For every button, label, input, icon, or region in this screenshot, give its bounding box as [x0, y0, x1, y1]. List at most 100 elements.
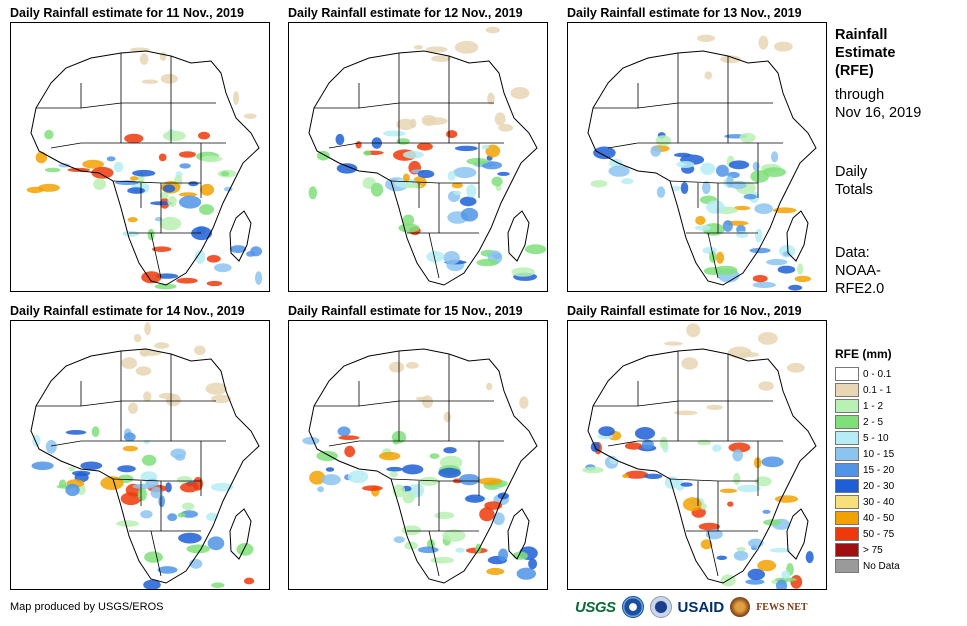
rainfall-cell [344, 445, 356, 458]
legend-swatch [835, 559, 859, 573]
rainfall-cell [206, 512, 218, 521]
rainfall-cell [641, 439, 654, 450]
rainfall-cell [121, 357, 138, 370]
rainfall-cell [797, 263, 804, 275]
rainfall-cell [35, 151, 47, 164]
rainfall-cell [117, 465, 136, 473]
data-source: Data: NOAA- RFE2.0 [835, 245, 885, 297]
legend-label: 2 - 5 [863, 416, 884, 428]
rainfall-cell [481, 161, 503, 170]
nasa-logo [649, 596, 672, 618]
rainfall-cell [159, 51, 167, 61]
rainfall-cell [389, 471, 398, 478]
rainfall-cell [446, 130, 458, 139]
rainfall-cell [716, 555, 728, 560]
rainfall-cell [336, 163, 358, 174]
rainfall-cell [460, 207, 479, 222]
rainfall-cell [139, 53, 149, 65]
rainfall-cell [403, 183, 422, 189]
legend-label: 50 - 75 [863, 528, 895, 540]
rainfall-cell [621, 178, 634, 185]
rainfall-cell [438, 467, 461, 478]
logo-strip: USGS USAID FEWS NET [575, 594, 808, 620]
rainfall-cell [127, 187, 145, 194]
rainfall-cell [158, 153, 167, 162]
rainfall-cell [737, 484, 761, 493]
rainfall-cell [335, 133, 345, 146]
legend-swatch [835, 431, 859, 445]
rainfall-cell [170, 448, 187, 459]
daily-totals-label: Daily Totals [835, 164, 873, 198]
rainfall-cell [681, 357, 699, 370]
rainfall-cell [162, 130, 186, 142]
rainfall-cell [700, 162, 716, 175]
rainfall-cell [443, 447, 457, 454]
rainfall-cell [498, 124, 514, 132]
africa-coastline [587, 50, 817, 286]
rainfall-cell [757, 559, 777, 572]
rainfall-cell [179, 163, 191, 169]
legend-label: 5 - 10 [863, 432, 889, 444]
rainfall-cell [386, 466, 404, 472]
through-date: through Nov 16, 2019 [835, 87, 922, 121]
rainfall-cell [697, 439, 712, 446]
legend-label: No Data [863, 560, 900, 572]
rainfall-cell [393, 536, 405, 543]
rainfall-cell [113, 161, 124, 173]
legend-swatch [835, 383, 859, 397]
rainfall-cell [214, 263, 232, 273]
rainfall-cell [434, 511, 455, 519]
rainfall-cell [773, 41, 793, 52]
rainfall-cell [44, 129, 54, 140]
rainfall-cell [243, 113, 257, 119]
rainfall-cell [487, 92, 495, 105]
country-border [707, 530, 719, 577]
legend-label: 0.1 - 1 [863, 384, 892, 396]
country-border [328, 440, 360, 447]
madagascar-outline [229, 508, 252, 560]
rainfall-cell [762, 167, 787, 178]
country-border [359, 103, 400, 144]
legend-label: 1 - 2 [863, 400, 884, 412]
rainfall-cell [120, 492, 142, 506]
rainfall-cell [178, 532, 202, 544]
rainfall-cell [747, 568, 765, 580]
panel-title: Daily Rainfall estimate for 11 Nov., 201… [10, 6, 244, 20]
rainfall-cell [739, 132, 756, 143]
rainfall-cell [740, 352, 760, 358]
rainfall-cell [752, 281, 776, 288]
rainfall-cell [478, 477, 502, 485]
rainfall-map [10, 22, 270, 292]
rainfall-cell [706, 404, 723, 410]
panel-title: Daily Rainfall estimate for 13 Nov., 201… [567, 6, 802, 20]
rainfall-cell [459, 196, 477, 207]
rainfall-cell [790, 575, 803, 589]
rainfall-cell [91, 166, 114, 179]
rainfall-cell [167, 196, 177, 207]
rainfall-layer [590, 34, 811, 291]
rainfall-cell [122, 445, 138, 452]
rainfall-cell [337, 426, 351, 437]
rainfall-cell [745, 579, 765, 585]
country-border [678, 56, 729, 104]
rainfall-cell [100, 476, 124, 490]
rainfall-cell [132, 169, 156, 177]
legend-label: 0 - 0.1 [863, 368, 892, 380]
rainfall-cell [752, 275, 768, 283]
rainfall-cell [65, 483, 80, 497]
rainfall-cell [758, 35, 769, 50]
rainfall-cell [528, 558, 538, 570]
rainfall-cell [177, 512, 186, 518]
rainfall-cell [673, 152, 692, 158]
country-border [399, 354, 450, 402]
legend-title: RFE (mm) [835, 347, 892, 361]
rainfall-cell [176, 277, 198, 284]
rainfall-cell [743, 193, 757, 200]
rainfall-cell [141, 79, 159, 84]
rainfall-cell [497, 171, 510, 176]
rainfall-cell [716, 251, 725, 264]
madagascar-outline [507, 210, 530, 262]
rainfall-cell [624, 442, 643, 450]
rainfall-cell [476, 258, 499, 267]
rainfall-cell [178, 151, 196, 158]
